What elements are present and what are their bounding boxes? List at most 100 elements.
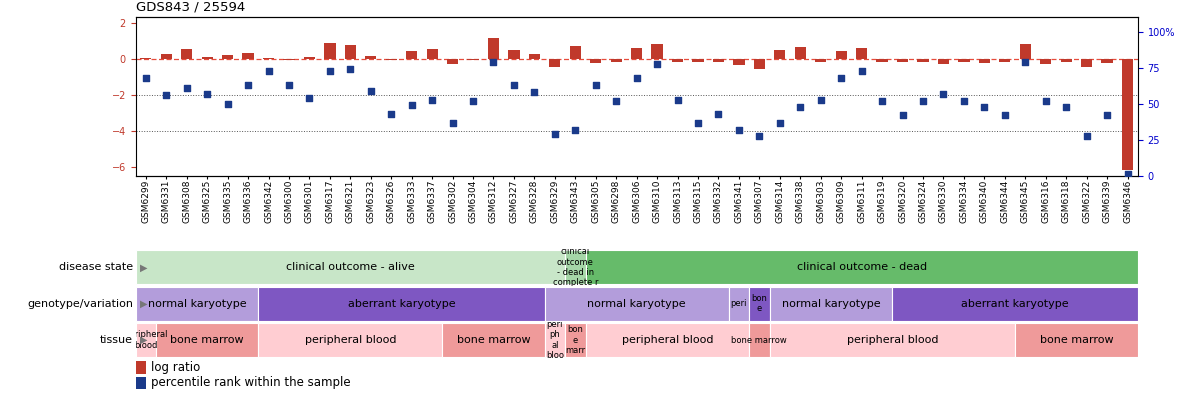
Text: bone marrow: bone marrow <box>170 335 244 345</box>
Bar <box>856 48 868 59</box>
Point <box>341 66 360 72</box>
Bar <box>1040 59 1052 64</box>
Point <box>299 95 318 101</box>
Text: GDS843 / 25594: GDS843 / 25594 <box>136 0 245 13</box>
Text: ▶: ▶ <box>140 262 147 272</box>
Bar <box>876 59 888 61</box>
Bar <box>222 55 233 59</box>
Bar <box>1015 323 1138 357</box>
Point <box>627 75 646 81</box>
Bar <box>836 51 847 59</box>
Bar <box>545 287 729 321</box>
Text: genotype/variation: genotype/variation <box>27 299 133 309</box>
Bar <box>959 59 969 62</box>
Text: normal karyotype: normal karyotype <box>782 299 881 309</box>
Point <box>914 98 933 104</box>
Text: bon
e
marr: bon e marr <box>565 325 585 355</box>
Point <box>750 132 769 139</box>
Bar <box>258 323 442 357</box>
Point <box>1036 98 1055 104</box>
Point <box>279 82 298 88</box>
Point <box>831 75 850 81</box>
Bar <box>569 46 581 59</box>
Bar <box>545 323 565 357</box>
Bar <box>1020 44 1030 59</box>
Point <box>423 96 442 103</box>
Bar <box>324 43 336 59</box>
Bar <box>586 323 749 357</box>
Point <box>668 96 687 103</box>
Bar <box>467 59 479 60</box>
Point <box>852 68 871 74</box>
Bar <box>283 59 295 60</box>
Text: bon
e: bon e <box>751 294 768 313</box>
Bar <box>591 59 601 63</box>
Point <box>1118 171 1137 177</box>
Point <box>689 119 707 126</box>
Text: bone marrow: bone marrow <box>731 336 788 345</box>
Point <box>1078 132 1096 139</box>
Bar <box>815 59 826 62</box>
Bar <box>386 59 397 60</box>
Text: peripheral blood: peripheral blood <box>847 335 938 345</box>
Bar <box>893 287 1138 321</box>
Text: ▶: ▶ <box>140 299 147 309</box>
Bar <box>136 287 258 321</box>
Point <box>647 60 666 67</box>
Text: bone marrow: bone marrow <box>1040 335 1113 345</box>
Bar <box>692 59 704 61</box>
Point <box>238 82 257 88</box>
Bar <box>202 57 212 59</box>
Bar <box>937 59 949 64</box>
Bar <box>672 59 683 63</box>
Text: aberrant karyotype: aberrant karyotype <box>348 299 455 309</box>
Point <box>1098 112 1117 118</box>
Bar <box>182 49 192 59</box>
Point <box>995 112 1014 118</box>
Point <box>321 68 340 74</box>
Bar <box>488 38 499 59</box>
Bar <box>528 54 540 59</box>
Text: peripheral
blood: peripheral blood <box>124 331 167 350</box>
Bar <box>156 323 258 357</box>
Bar <box>442 323 545 357</box>
Point <box>382 111 401 117</box>
Point <box>443 119 462 126</box>
Text: peri
ph
al
bloo: peri ph al bloo <box>546 320 564 360</box>
Text: peri: peri <box>731 299 747 308</box>
Bar <box>243 53 253 59</box>
Text: percentile rank within the sample: percentile rank within the sample <box>151 377 350 389</box>
Bar <box>304 57 315 59</box>
Bar <box>160 54 172 59</box>
Point <box>894 112 913 118</box>
Text: aberrant karyotype: aberrant karyotype <box>961 299 1069 309</box>
Bar <box>775 50 785 59</box>
Bar <box>749 323 770 357</box>
Text: normal karyotype: normal karyotype <box>147 299 246 309</box>
Point <box>463 98 482 104</box>
Bar <box>565 323 586 357</box>
Point <box>1056 103 1075 110</box>
Point <box>730 127 749 133</box>
Text: peripheral blood: peripheral blood <box>621 335 713 345</box>
Point <box>955 98 974 104</box>
Bar <box>586 250 1138 284</box>
Text: tissue: tissue <box>100 335 133 345</box>
Bar <box>565 250 586 284</box>
Bar <box>1101 59 1113 63</box>
Bar <box>140 57 151 59</box>
Point <box>361 88 380 94</box>
Bar <box>631 48 643 59</box>
Text: ▶: ▶ <box>140 335 147 345</box>
Bar <box>770 287 893 321</box>
Bar <box>447 59 459 64</box>
Bar <box>979 59 990 63</box>
Bar <box>549 59 560 67</box>
Bar <box>344 45 356 59</box>
Text: disease state: disease state <box>59 262 133 272</box>
Point <box>546 131 565 137</box>
Bar <box>508 50 520 59</box>
Bar <box>136 250 565 284</box>
Bar <box>729 287 749 321</box>
Bar <box>753 59 765 69</box>
